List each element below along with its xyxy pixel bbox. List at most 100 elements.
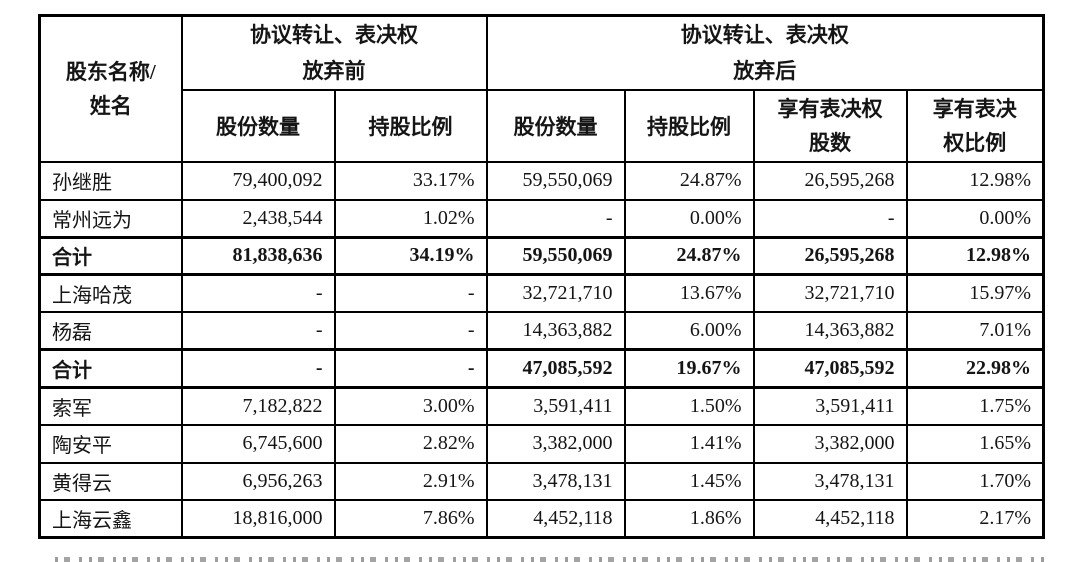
cell-voting-ratio: 22.98% [905, 348, 1045, 390]
header-voting-ratio-line1: 享有表决 [932, 97, 1017, 121]
header-shares-before: 股份数量 [180, 89, 336, 163]
cell-shareholder: 黄得云 [38, 461, 183, 502]
cell-shares-before: - [180, 311, 336, 351]
cell-voting-ratio: 12.98% [905, 161, 1045, 201]
header-voting-ratio: 享有表决 权比例 [905, 89, 1045, 163]
table-row: 常州远为 2,438,544 1.02% - 0.00% - 0.00% [38, 198, 1045, 239]
cell-ratio-after: 13.67% [623, 273, 755, 314]
cell-voting-shares: 3,382,000 [752, 424, 908, 464]
cell-voting-shares: - [752, 198, 908, 239]
table-header-group-row: 股东名称/ 姓名 协议转让、表决权 放弃前 协议转让、表决权 放弃后 [38, 14, 1045, 163]
header-voting-shares-line1: 享有表决权 [777, 97, 883, 121]
header-group-before-title: 协议转让、表决权 [250, 23, 418, 47]
cell-shares-before: 81,838,636 [180, 235, 336, 277]
cell-voting-shares: 4,452,118 [752, 499, 908, 539]
table-row: 孙继胜 79,400,092 33.17% 59,550,069 24.87% … [38, 161, 1045, 201]
cell-shares-before: 18,816,000 [180, 499, 336, 539]
cell-ratio-before: 7.86% [333, 499, 488, 539]
cell-shares-before: - [180, 273, 336, 314]
cell-shareholder: 上海哈茂 [38, 273, 183, 314]
cell-voting-ratio: 7.01% [905, 311, 1045, 351]
cell-ratio-before: 3.00% [333, 386, 488, 427]
table-row: 陶安平 6,745,600 2.82% 3,382,000 1.41% 3,38… [38, 424, 1045, 464]
header-group-before-subtitle: 放弃前 [302, 59, 366, 83]
cell-shares-before: 6,745,600 [180, 424, 336, 464]
cell-shares-after: 14,363,882 [485, 311, 626, 351]
cell-ratio-before: 2.82% [333, 424, 488, 464]
cell-shares-after: 3,382,000 [485, 424, 626, 464]
cell-shareholder: 杨磊 [38, 311, 183, 351]
header-ratio-after: 持股比例 [623, 89, 755, 163]
cell-shareholder: 合计 [38, 348, 183, 390]
clipped-text-line [55, 557, 1045, 562]
cell-voting-ratio: 2.17% [905, 499, 1045, 539]
cell-shares-after: - [485, 198, 626, 239]
cell-ratio-after: 1.45% [623, 461, 755, 502]
cell-ratio-before: - [333, 348, 488, 390]
header-group-after-title: 协议转让、表决权 [680, 23, 849, 47]
header-ratio-before: 持股比例 [333, 89, 488, 163]
cell-ratio-after: 1.41% [623, 424, 755, 464]
header-shareholder-line2: 姓名 [89, 94, 132, 118]
cell-shares-after: 59,550,069 [485, 235, 626, 277]
cell-ratio-before: - [333, 311, 488, 351]
table-row-total: 合计 - - 47,085,592 19.67% 47,085,592 22.9… [38, 348, 1045, 390]
cell-ratio-after: 19.67% [623, 348, 755, 390]
cell-shares-before: - [180, 348, 336, 390]
cell-voting-shares: 47,085,592 [752, 348, 908, 390]
cell-shares-after: 47,085,592 [485, 348, 626, 390]
header-group-after-subtitle: 放弃后 [733, 59, 797, 83]
cell-ratio-before: 1.02% [333, 198, 488, 239]
cell-voting-shares: 32,721,710 [752, 273, 908, 314]
cell-voting-shares: 26,595,268 [752, 161, 908, 201]
cell-ratio-after: 1.86% [623, 499, 755, 539]
header-voting-shares: 享有表决权 股数 [752, 89, 908, 163]
shareholding-table-wrapper: 股东名称/ 姓名 协议转让、表决权 放弃前 协议转让、表决权 放弃后 股份数量 … [38, 14, 1045, 540]
cell-voting-ratio: 15.97% [905, 273, 1045, 314]
cell-shares-before: 7,182,822 [180, 386, 336, 427]
cell-voting-shares: 3,478,131 [752, 461, 908, 502]
header-group-before: 协议转让、表决权 放弃前 [180, 14, 488, 91]
cell-shares-after: 4,452,118 [485, 499, 626, 539]
cell-shareholder: 孙继胜 [38, 161, 183, 201]
cell-ratio-after: 24.87% [623, 161, 755, 201]
cell-voting-shares: 14,363,882 [752, 311, 908, 351]
cell-ratio-after: 24.87% [623, 235, 755, 277]
cell-voting-ratio: 1.70% [905, 461, 1045, 502]
table-row: 杨磊 - - 14,363,882 6.00% 14,363,882 7.01% [38, 311, 1045, 351]
header-shares-after: 股份数量 [485, 89, 626, 163]
cell-ratio-before: - [333, 273, 488, 314]
table-row: 索军 7,182,822 3.00% 3,591,411 1.50% 3,591… [38, 386, 1045, 427]
header-voting-shares-line2: 股数 [809, 131, 851, 155]
table-row: 黄得云 6,956,263 2.91% 3,478,131 1.45% 3,47… [38, 461, 1045, 502]
cell-shares-after: 3,591,411 [485, 386, 626, 427]
cell-shareholder: 索军 [38, 386, 183, 427]
cell-shares-before: 79,400,092 [180, 161, 336, 201]
cell-ratio-before: 2.91% [333, 461, 488, 502]
cell-ratio-before: 34.19% [333, 235, 488, 277]
header-voting-ratio-line2: 权比例 [943, 131, 1007, 155]
cell-voting-shares: 3,591,411 [752, 386, 908, 427]
cell-shares-after: 3,478,131 [485, 461, 626, 502]
cell-voting-ratio: 0.00% [905, 198, 1045, 239]
cell-ratio-before: 33.17% [333, 161, 488, 201]
table-row: 上海云鑫 18,816,000 7.86% 4,452,118 1.86% 4,… [38, 499, 1045, 539]
cell-shares-before: 2,438,544 [180, 198, 336, 239]
cell-shareholder: 上海云鑫 [38, 499, 183, 539]
cell-voting-shares: 26,595,268 [752, 235, 908, 277]
table-header-sub-row: 股份数量 持股比例 股份数量 持股比例 享有表决权 股数 享有表决 权比例 [40, 89, 1045, 163]
cell-shareholder: 常州远为 [38, 198, 183, 239]
cell-shares-after: 59,550,069 [485, 161, 626, 201]
table-row: 上海哈茂 - - 32,721,710 13.67% 32,721,710 15… [38, 273, 1045, 314]
cell-voting-ratio: 1.75% [905, 386, 1045, 427]
cell-ratio-after: 6.00% [623, 311, 755, 351]
cell-shares-before: 6,956,263 [180, 461, 336, 502]
cell-shareholder: 合计 [38, 235, 183, 277]
cell-ratio-after: 0.00% [623, 198, 755, 239]
cell-shares-after: 32,721,710 [485, 273, 626, 314]
cell-voting-ratio: 12.98% [905, 235, 1045, 277]
header-shareholder-line1: 股东名称/ [65, 60, 156, 84]
cell-voting-ratio: 1.65% [905, 424, 1045, 464]
shareholding-table: 股东名称/ 姓名 协议转让、表决权 放弃前 协议转让、表决权 放弃后 股份数量 … [38, 14, 1045, 540]
